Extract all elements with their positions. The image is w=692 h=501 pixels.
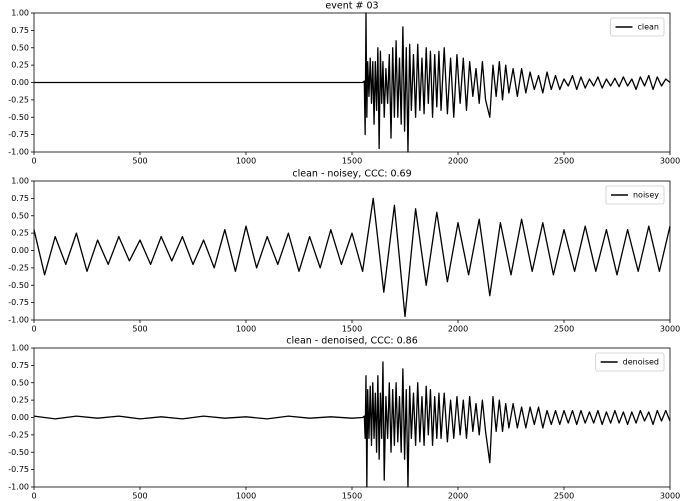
- y-tick-label: -0.50: [8, 113, 29, 122]
- x-tick-label: 500: [132, 325, 147, 334]
- y-tick-label: 0.25: [11, 61, 29, 70]
- y-tick-label: -0.50: [8, 281, 29, 290]
- y-tick-label: -0.75: [8, 298, 29, 307]
- x-tick-label: 2500: [554, 325, 574, 334]
- y-tick-label: 0.50: [11, 43, 29, 52]
- x-tick-label: 2000: [448, 157, 468, 166]
- y-tick-label: -0.75: [8, 465, 29, 474]
- x-tick-label: 1000: [236, 492, 256, 501]
- x-tick-label: 500: [132, 492, 147, 501]
- x-tick-label: 3000: [660, 325, 680, 334]
- y-tick-label: -0.25: [8, 263, 29, 272]
- y-tick-label: 0.25: [11, 396, 29, 405]
- y-tick-label: -0.75: [8, 130, 29, 139]
- y-tick-label: -0.50: [8, 448, 29, 457]
- plot-frame: [33, 180, 671, 321]
- x-tick-label: 500: [132, 157, 147, 166]
- y-tick-label: 0.00: [11, 246, 29, 255]
- y-tick-label: 0.75: [11, 194, 29, 203]
- legend-label: clean: [637, 23, 659, 32]
- y-tick-label: -1.00: [8, 148, 29, 157]
- signal-line: [33, 197, 671, 318]
- x-tick-label: 1500: [342, 325, 362, 334]
- y-tick-label: 1.00: [11, 344, 29, 353]
- chart-title: clean - noisey, CCC: 0.69: [292, 169, 411, 180]
- legend-label: noisey: [633, 191, 659, 200]
- y-tick-label: -1.00: [8, 316, 29, 325]
- chart-title: event # 03: [325, 1, 378, 12]
- x-tick-label: 0: [31, 492, 36, 501]
- x-tick-label: 3000: [660, 157, 680, 166]
- legend-label: denoised: [623, 358, 659, 367]
- plot-frame: [33, 12, 671, 153]
- x-tick-label: 1000: [236, 157, 256, 166]
- x-tick-label: 2500: [554, 492, 574, 501]
- x-tick-label: 1500: [342, 492, 362, 501]
- x-tick-label: 2000: [448, 492, 468, 501]
- signal-line: [33, 361, 671, 488]
- y-tick-label: 0.75: [11, 26, 29, 35]
- legend-box: [610, 17, 665, 37]
- y-tick-label: 0.00: [11, 413, 29, 422]
- legend-box: [595, 352, 665, 372]
- y-tick-label: 1.00: [11, 177, 29, 186]
- x-tick-label: 2500: [554, 157, 574, 166]
- y-tick-label: -0.25: [8, 95, 29, 104]
- y-tick-label: 0.00: [11, 78, 29, 87]
- x-tick-label: 3000: [660, 492, 680, 501]
- x-tick-label: 2000: [448, 325, 468, 334]
- y-tick-label: -0.25: [8, 430, 29, 439]
- plot-frame: [33, 347, 671, 488]
- y-tick-label: 0.75: [11, 361, 29, 370]
- y-tick-label: 0.50: [11, 211, 29, 220]
- y-tick-label: -1.00: [8, 483, 29, 492]
- y-tick-label: 0.25: [11, 229, 29, 238]
- signal-line: [34, 12, 671, 153]
- y-tick-label: 1.00: [11, 9, 29, 18]
- chart-title: clean - denoised, CCC: 0.86: [286, 336, 418, 347]
- legend-box: [605, 185, 665, 205]
- x-tick-label: 1500: [342, 157, 362, 166]
- x-tick-label: 0: [31, 325, 36, 334]
- x-tick-label: 1000: [236, 325, 256, 334]
- x-tick-label: 0: [31, 157, 36, 166]
- y-tick-label: 0.50: [11, 378, 29, 387]
